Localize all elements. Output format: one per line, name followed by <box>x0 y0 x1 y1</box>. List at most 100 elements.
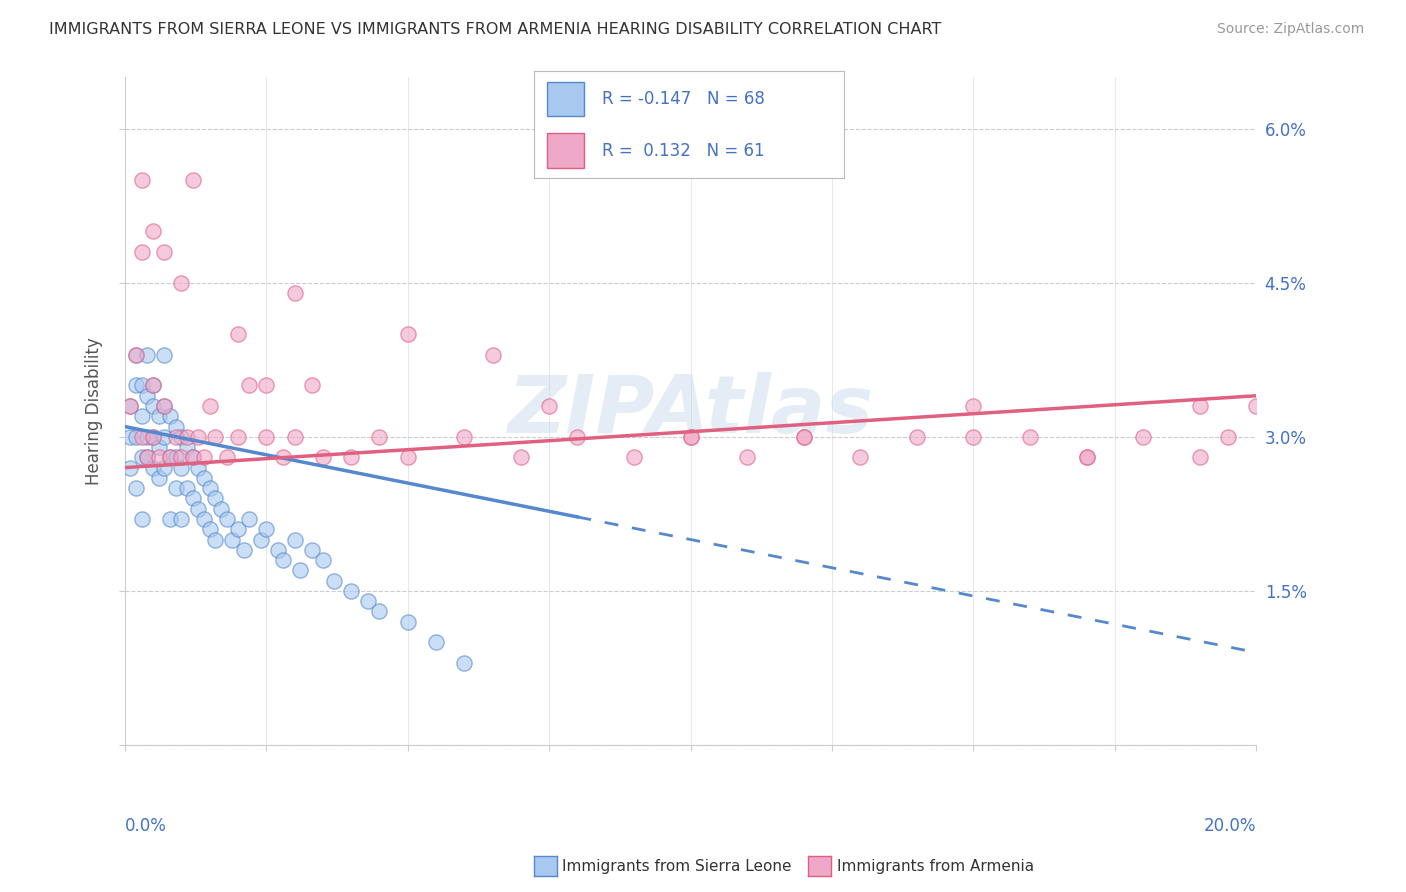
Point <box>1132 430 1154 444</box>
Point <box>148 440 170 454</box>
Point <box>187 430 209 444</box>
Point <box>181 491 204 506</box>
Point <box>226 327 249 342</box>
Point <box>131 378 153 392</box>
Point <box>193 512 215 526</box>
Point <box>357 594 380 608</box>
Point <box>153 399 176 413</box>
Point <box>793 430 815 444</box>
Point <box>120 399 142 413</box>
Point <box>142 378 165 392</box>
Point <box>148 450 170 465</box>
Point <box>340 450 363 465</box>
Point <box>254 378 277 392</box>
Point <box>962 430 984 444</box>
Point <box>453 430 475 444</box>
Point <box>165 419 187 434</box>
Point <box>125 348 148 362</box>
Point <box>142 378 165 392</box>
Text: Immigrants from Sierra Leone: Immigrants from Sierra Leone <box>562 859 792 873</box>
Point <box>849 450 872 465</box>
Point <box>125 378 148 392</box>
Text: Source: ZipAtlas.com: Source: ZipAtlas.com <box>1216 22 1364 37</box>
Point <box>290 563 312 577</box>
Point <box>142 430 165 444</box>
Point <box>679 430 702 444</box>
Point <box>1188 450 1211 465</box>
Bar <box>547 134 583 168</box>
Point <box>181 450 204 465</box>
Point <box>254 522 277 536</box>
Point <box>159 450 181 465</box>
Point <box>125 481 148 495</box>
Text: R = -0.147   N = 68: R = -0.147 N = 68 <box>602 90 765 108</box>
Point <box>209 501 232 516</box>
Point <box>396 450 419 465</box>
Point <box>176 430 198 444</box>
Point <box>131 512 153 526</box>
Point <box>312 450 335 465</box>
Point <box>301 378 323 392</box>
Point <box>159 450 181 465</box>
Point <box>226 522 249 536</box>
Point <box>271 450 294 465</box>
Point <box>340 583 363 598</box>
Bar <box>547 82 583 116</box>
Point <box>136 450 159 465</box>
Point <box>226 430 249 444</box>
Point <box>193 450 215 465</box>
Point <box>136 430 159 444</box>
Point <box>125 430 148 444</box>
Point <box>142 224 165 238</box>
Point <box>181 173 204 187</box>
Point <box>159 512 181 526</box>
Point <box>249 533 271 547</box>
Y-axis label: Hearing Disability: Hearing Disability <box>86 337 103 485</box>
Point <box>198 399 221 413</box>
Point <box>153 245 176 260</box>
Point <box>170 430 193 444</box>
Point <box>323 574 346 588</box>
Point <box>120 460 142 475</box>
Point <box>142 430 165 444</box>
Point <box>170 450 193 465</box>
Point <box>368 604 391 618</box>
Point <box>567 430 589 444</box>
Point <box>266 542 288 557</box>
Point <box>159 409 181 424</box>
Point <box>120 430 142 444</box>
Point <box>198 522 221 536</box>
Point <box>1188 399 1211 413</box>
Point <box>538 399 561 413</box>
Point <box>165 430 187 444</box>
Point <box>153 348 176 362</box>
Point <box>181 450 204 465</box>
Point <box>271 553 294 567</box>
Point <box>481 348 503 362</box>
Point <box>232 542 254 557</box>
Point <box>153 430 176 444</box>
Point <box>170 460 193 475</box>
Point <box>142 460 165 475</box>
Point <box>283 533 305 547</box>
Point <box>204 491 226 506</box>
Point <box>198 481 221 495</box>
Point <box>301 542 323 557</box>
Point <box>187 460 209 475</box>
Point <box>165 481 187 495</box>
Point <box>148 409 170 424</box>
Point <box>204 430 226 444</box>
Point <box>136 450 159 465</box>
Point <box>312 553 335 567</box>
Point <box>153 460 176 475</box>
Point <box>1246 399 1268 413</box>
Point <box>1216 430 1239 444</box>
Point <box>679 430 702 444</box>
Point <box>396 615 419 629</box>
Point <box>623 450 645 465</box>
Text: Immigrants from Armenia: Immigrants from Armenia <box>837 859 1033 873</box>
Point <box>153 399 176 413</box>
Point <box>165 450 187 465</box>
Point <box>187 501 209 516</box>
Text: R =  0.132   N = 61: R = 0.132 N = 61 <box>602 142 765 160</box>
